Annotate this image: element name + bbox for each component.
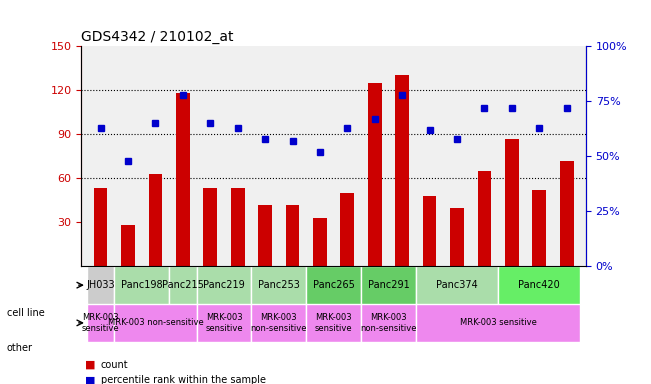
- Bar: [395, 75, 409, 266]
- Text: MRK-003
sensitive: MRK-003 sensitive: [82, 313, 119, 333]
- Bar: [313, 218, 327, 266]
- Bar: [121, 225, 135, 266]
- Bar: [450, 207, 464, 266]
- Text: Panc291: Panc291: [368, 280, 409, 290]
- FancyBboxPatch shape: [197, 304, 251, 342]
- FancyBboxPatch shape: [306, 266, 361, 304]
- Text: MRK-003 non-sensitive: MRK-003 non-sensitive: [107, 318, 203, 328]
- FancyBboxPatch shape: [87, 266, 115, 304]
- Text: Panc215: Panc215: [162, 280, 204, 290]
- Bar: [94, 189, 107, 266]
- Bar: [505, 139, 519, 266]
- Text: MRK-003
sensitive: MRK-003 sensitive: [315, 313, 352, 333]
- Text: Panc374: Panc374: [436, 280, 478, 290]
- Bar: [340, 193, 354, 266]
- Bar: [560, 161, 574, 266]
- Text: Panc219: Panc219: [203, 280, 245, 290]
- FancyBboxPatch shape: [306, 304, 361, 342]
- FancyBboxPatch shape: [498, 266, 581, 304]
- Bar: [286, 205, 299, 266]
- Text: ■: ■: [85, 360, 95, 370]
- Text: count: count: [101, 360, 128, 370]
- Bar: [478, 171, 492, 266]
- Text: MRK-003
non-sensitive: MRK-003 non-sensitive: [251, 313, 307, 333]
- Text: cell line: cell line: [7, 308, 44, 318]
- Bar: [368, 83, 381, 266]
- Bar: [422, 196, 436, 266]
- FancyBboxPatch shape: [87, 304, 115, 342]
- FancyBboxPatch shape: [361, 266, 416, 304]
- Text: Panc420: Panc420: [518, 280, 560, 290]
- FancyBboxPatch shape: [416, 304, 581, 342]
- FancyBboxPatch shape: [115, 266, 169, 304]
- Bar: [203, 189, 217, 266]
- Bar: [258, 205, 272, 266]
- Text: Panc198: Panc198: [121, 280, 163, 290]
- Text: Panc253: Panc253: [258, 280, 299, 290]
- Text: MRK-003
non-sensitive: MRK-003 non-sensitive: [360, 313, 417, 333]
- FancyBboxPatch shape: [361, 304, 416, 342]
- Text: percentile rank within the sample: percentile rank within the sample: [101, 375, 266, 384]
- Text: ■: ■: [85, 375, 95, 384]
- Bar: [148, 174, 162, 266]
- FancyBboxPatch shape: [115, 304, 197, 342]
- Bar: [176, 93, 189, 266]
- Text: JH033: JH033: [86, 280, 115, 290]
- Text: GDS4342 / 210102_at: GDS4342 / 210102_at: [81, 30, 234, 44]
- FancyBboxPatch shape: [169, 266, 197, 304]
- Bar: [231, 189, 245, 266]
- Text: MRK-003 sensitive: MRK-003 sensitive: [460, 318, 536, 328]
- Text: other: other: [7, 343, 33, 353]
- FancyBboxPatch shape: [416, 266, 498, 304]
- Text: MRK-003
sensitive: MRK-003 sensitive: [205, 313, 243, 333]
- Bar: [533, 190, 546, 266]
- Text: Panc265: Panc265: [312, 280, 355, 290]
- FancyBboxPatch shape: [251, 304, 306, 342]
- FancyBboxPatch shape: [251, 266, 306, 304]
- FancyBboxPatch shape: [197, 266, 251, 304]
